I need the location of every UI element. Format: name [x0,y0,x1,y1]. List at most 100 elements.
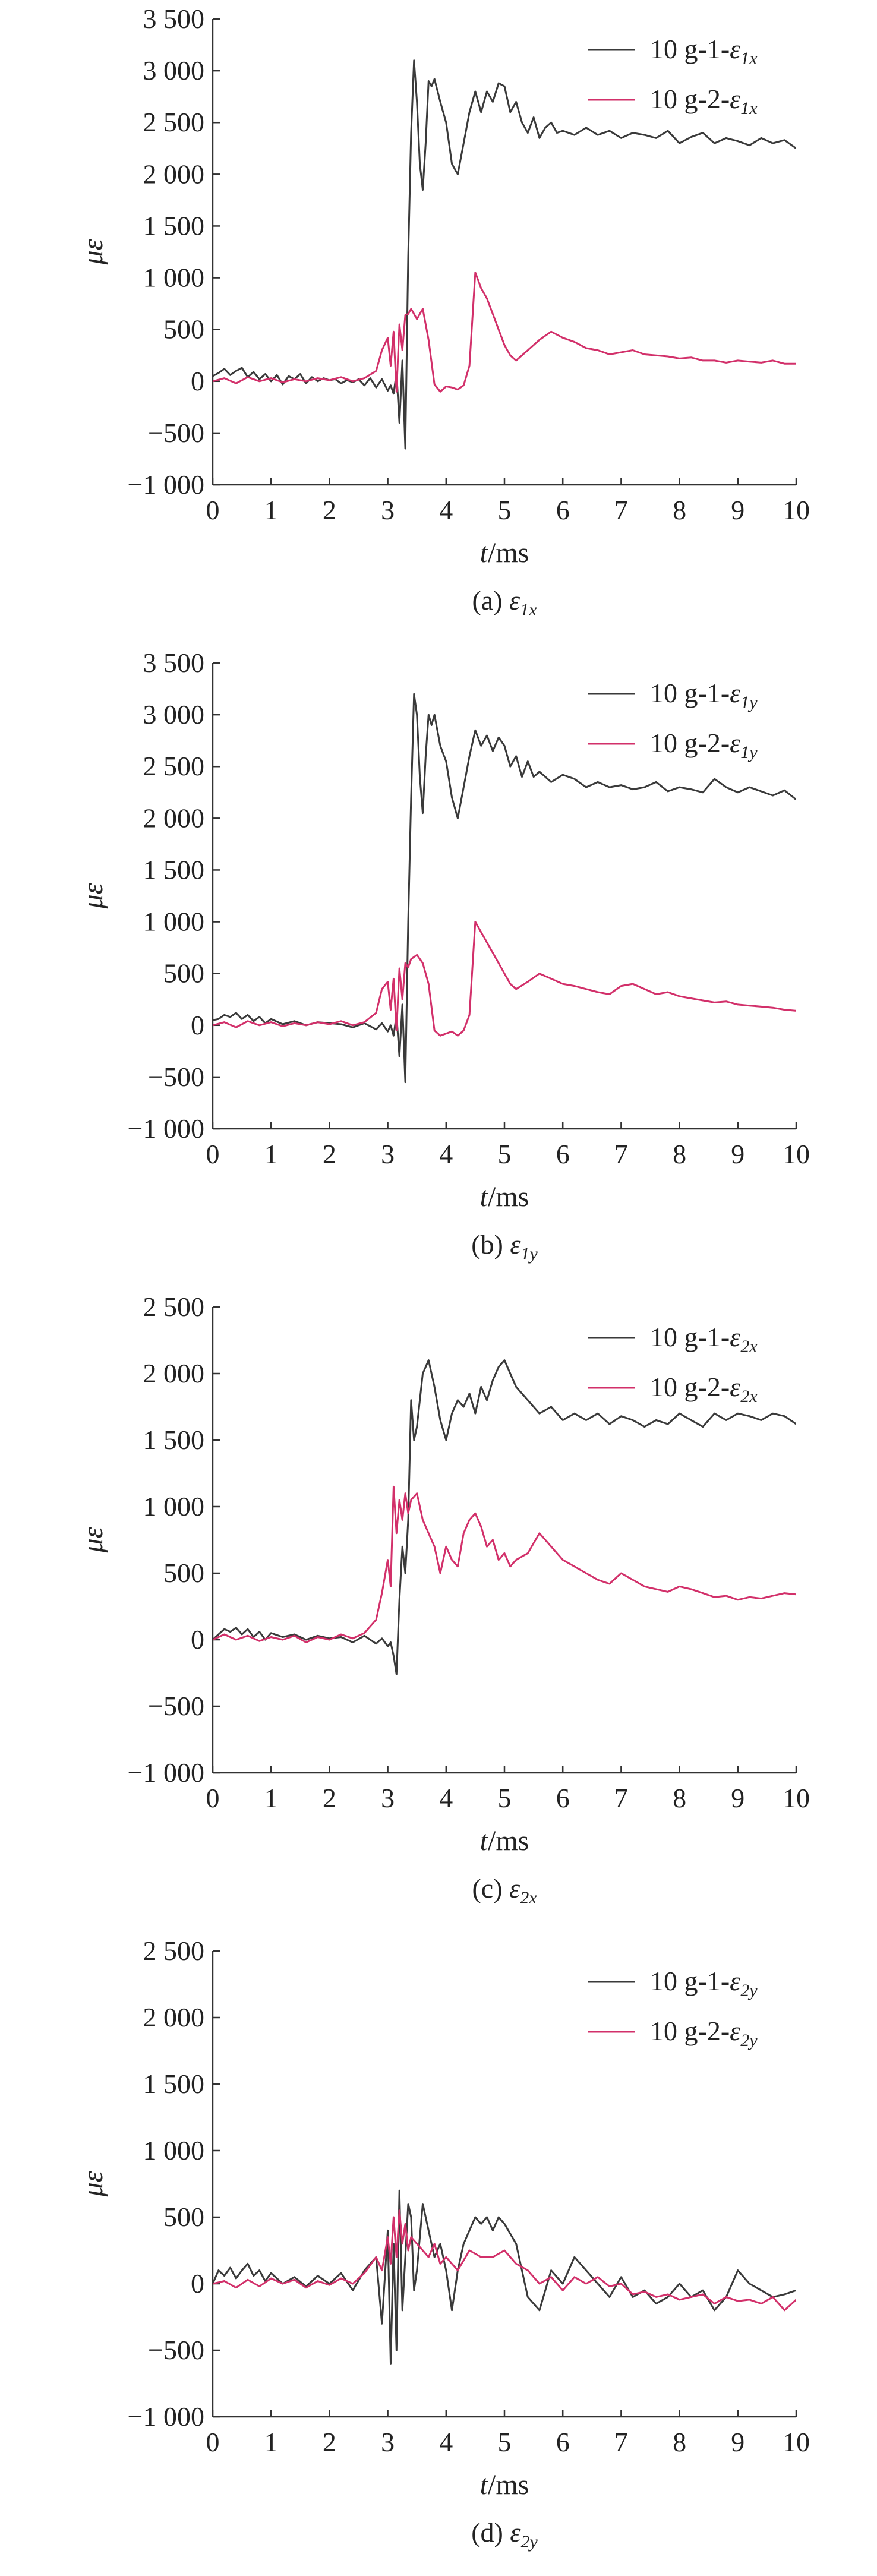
x-tick-label: 7 [614,1783,628,1813]
chart-panel-1: −1 000 −500 0 500 1 000 1 500 2 000 2 500 3 000 3… [77,4,810,620]
x-axis-symbol: t [480,1181,489,1213]
legend-prefix: 10 g-1- [650,34,730,64]
caption-symbol: ε [509,1873,520,1903]
y-tick-label: 3 000 [143,55,205,86]
x-tick-label: 3 [381,495,395,525]
y-tick-label: 1 500 [143,854,205,885]
y-tick-label: 1 000 [143,907,205,937]
x-tick-label: 4 [439,2427,453,2457]
x-axis-symbol: t [480,2469,489,2501]
x-axis-label: t/ms [480,537,529,569]
y-tick-label: 500 [163,1558,204,1588]
x-tick-label: 1 [264,495,278,525]
legend-subscript: 1y [740,743,758,762]
y-tick-label: −500 [148,418,204,448]
legend-prefix: 10 g-1- [650,678,730,708]
x-tick-label: 9 [731,2427,744,2457]
legend-symbol: ε [730,84,741,114]
x-tick-label: 2 [323,1783,336,1813]
x-tick-label: 7 [614,495,628,525]
x-tick-label: 8 [673,1139,686,1169]
x-axis-unit: /ms [488,537,529,569]
x-axis-label: t/ms [480,2469,529,2501]
y-tick-label: 2 000 [143,1358,205,1388]
legend-prefix: 10 g-2- [650,2016,730,2046]
x-tick-label: 5 [498,1139,512,1169]
series-line-1 [213,2189,796,2365]
x-axis-symbol: t [480,1825,489,1857]
x-axis-symbol: t [480,537,489,569]
y-tick-label: 0 [191,1010,204,1040]
chart-panel-2: −1 000 −500 0 500 1 000 1 500 2 000 2 500 3 000 3… [77,648,810,1264]
legend-symbol: ε [730,678,741,708]
x-tick-label: 1 [264,2427,278,2457]
y-tick-label: −1 000 [128,1757,204,1788]
x-tick-label: 6 [556,1139,570,1169]
series-line-1 [213,1359,796,1675]
y-tick-label: 1 500 [143,2069,205,2099]
legend-entry: 10 g-2-ε2y [650,2016,758,2050]
x-tick-label: 6 [556,1783,570,1813]
x-tick-label: 0 [206,495,220,525]
y-tick-label: 0 [191,2268,204,2299]
legend-symbol: ε [730,1322,741,1352]
x-tick-label: 8 [673,495,686,525]
caption-label: (a) [472,585,509,615]
x-tick-label: 2 [323,1139,336,1169]
y-tick-label: 3 500 [143,648,205,678]
y-tick-label: −1 000 [128,469,204,500]
legend-symbol: ε [730,1372,741,1402]
series-line-2 [213,921,796,1037]
legend-symbol: ε [730,728,741,758]
x-tick-label: 3 [381,1139,395,1169]
x-tick-label: 10 [783,1139,810,1169]
x-tick-label: 7 [614,2427,628,2457]
legend-prefix: 10 g-1- [650,1322,730,1352]
y-tick-label: 0 [191,1624,204,1655]
x-tick-label: 9 [731,495,744,525]
legend-entry: 10 g-1-ε1y [650,678,758,712]
legend-entry: 10 g-1-ε2x [650,1322,758,1356]
x-tick-label: 2 [323,2427,336,2457]
y-tick-label: 1 000 [143,263,205,293]
legend-entry: 10 g-2-ε2x [650,1372,758,1406]
x-axis-unit: /ms [488,1825,529,1857]
caption-symbol: ε [509,585,520,615]
legend-prefix: 10 g-1- [650,1966,730,1996]
panel-caption: (a) ε1x [472,585,537,620]
x-tick-label: 3 [381,2427,395,2457]
caption-label: (d) [471,2517,510,2547]
x-tick-label: 1 [264,1139,278,1169]
x-tick-label: 10 [783,2427,810,2457]
series-line-2 [213,272,796,393]
y-tick-label: −500 [148,2335,204,2365]
legend-subscript: 2y [740,2031,758,2050]
y-tick-label: 3 500 [143,4,205,34]
y-tick-label: 2 500 [143,1936,205,1966]
x-axis-unit: /ms [488,2469,529,2501]
y-tick-label: 1 000 [143,2135,205,2165]
legend-symbol: ε [730,2016,741,2046]
y-axis-label: με [77,2171,109,2197]
x-tick-label: 8 [673,1783,686,1813]
caption-subscript: 2y [520,2532,538,2552]
caption-subscript: 1x [520,600,537,620]
x-axis-label: t/ms [480,1181,529,1213]
x-tick-label: 5 [498,495,512,525]
y-tick-label: 1 500 [143,1425,205,1455]
x-tick-label: 10 [783,495,810,525]
y-tick-label: −1 000 [128,1113,204,1144]
legend-prefix: 10 g-2- [650,728,730,758]
y-tick-label: 3 000 [143,699,205,730]
x-tick-label: 7 [614,1139,628,1169]
series-line-1 [213,59,796,450]
legend-entry: 10 g-1-ε2y [650,1966,758,2000]
legend-entry: 10 g-2-ε1x [650,84,758,118]
y-tick-label: 500 [163,958,204,989]
x-tick-label: 5 [498,2427,512,2457]
x-axis-unit: /ms [488,1181,529,1213]
legend-subscript: 1x [740,99,758,118]
x-tick-label: 4 [439,495,453,525]
x-tick-label: 1 [264,1783,278,1813]
